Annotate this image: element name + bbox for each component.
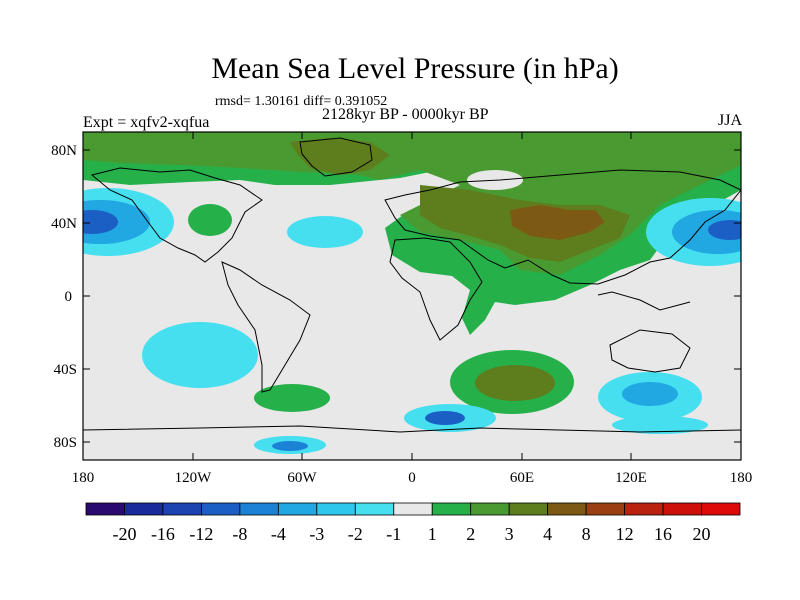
- colorbar-box: [124, 502, 164, 516]
- colorbar-label: -3: [309, 524, 324, 544]
- anomaly-core-south-africa: [475, 365, 555, 401]
- anomaly-low-pacific-east-core: [708, 220, 741, 240]
- colorbar-label: -2: [348, 524, 363, 544]
- colorbar-box: [701, 502, 741, 516]
- lat-axis: 80N 40N 0 40S 80S: [51, 143, 741, 451]
- colorbar-label: 20: [693, 524, 711, 544]
- colorbar-label: -20: [112, 524, 136, 544]
- experiment-label: Expt = xqfv2-xqfua: [83, 114, 210, 131]
- colorbar-box: [624, 502, 664, 516]
- colorbar-label: -1: [386, 524, 401, 544]
- anomaly-region-greenland: [290, 138, 390, 175]
- colorbar-box: [508, 502, 549, 516]
- colorbar-box: [354, 502, 395, 516]
- colorbar-label: 2: [466, 524, 475, 544]
- colorbar-box: [316, 502, 356, 516]
- lon-label: 120W: [175, 470, 213, 486]
- lon-label: 0: [408, 470, 416, 486]
- anomaly-region-south-america: [254, 384, 330, 412]
- colorbar-box: [239, 502, 279, 516]
- lat-label: 80N: [51, 143, 77, 159]
- anomaly-low-atlantic: [287, 216, 363, 248]
- lon-label: 180: [730, 470, 753, 486]
- coastlines: [83, 137, 741, 433]
- colorbar-label: 3: [505, 524, 514, 544]
- lon-axis: 180 120W 60W 0 60E 120E 180: [72, 132, 753, 486]
- colorbar-box: [547, 502, 587, 516]
- colorbar-box: [470, 502, 510, 516]
- colorbar-box: [85, 502, 125, 516]
- colorbar-label: 12: [616, 524, 634, 544]
- colorbar-box: [277, 502, 318, 516]
- anomaly-low-australia-core: [622, 382, 678, 406]
- colorbar-label: 4: [543, 524, 552, 544]
- anomaly-low-south-pacific: [142, 322, 258, 388]
- colorbar-label: -4: [271, 524, 286, 544]
- anomaly-low-antarctic-2-core: [272, 441, 308, 451]
- colorbar-label: 16: [654, 524, 672, 544]
- colorbar-box: [431, 502, 472, 516]
- period-text: 2128kyr BP - 0000kyr BP: [322, 106, 489, 123]
- anomaly-region-himalaya: [510, 205, 605, 240]
- lon-label: 60W: [287, 470, 317, 486]
- colorbar-label: 8: [582, 524, 591, 544]
- season-label: JJA: [717, 112, 742, 129]
- colorbar-label: -12: [189, 524, 213, 544]
- lat-label: 40S: [54, 362, 77, 378]
- map-title: Mean Sea Level Pressure (in hPa): [211, 52, 619, 85]
- colorbar-label: -8: [232, 524, 247, 544]
- colorbar-label: 1: [428, 524, 437, 544]
- anomaly-region-america: [188, 204, 232, 236]
- colorbar-box: [393, 502, 433, 516]
- lon-label: 60E: [510, 470, 534, 486]
- lat-label: 0: [65, 289, 73, 305]
- colorbar-box: [201, 502, 241, 516]
- colorbar-box: [585, 502, 625, 516]
- lon-label: 120E: [615, 470, 647, 486]
- colorbar-box: [662, 502, 702, 516]
- colorbar-label: -16: [151, 524, 175, 544]
- colorbar-box: [162, 502, 202, 516]
- lon-label: 180: [72, 470, 95, 486]
- anomaly-low-antarctic-core: [425, 411, 465, 425]
- anomaly-low-antarctic-3: [612, 416, 708, 434]
- lat-label: 80S: [54, 435, 77, 451]
- stats-text: rmsd= 1.30161 diff= 0.391052: [215, 94, 388, 109]
- lat-label: 40N: [51, 216, 77, 232]
- anomaly-low-pacific-west-core: [83, 210, 118, 234]
